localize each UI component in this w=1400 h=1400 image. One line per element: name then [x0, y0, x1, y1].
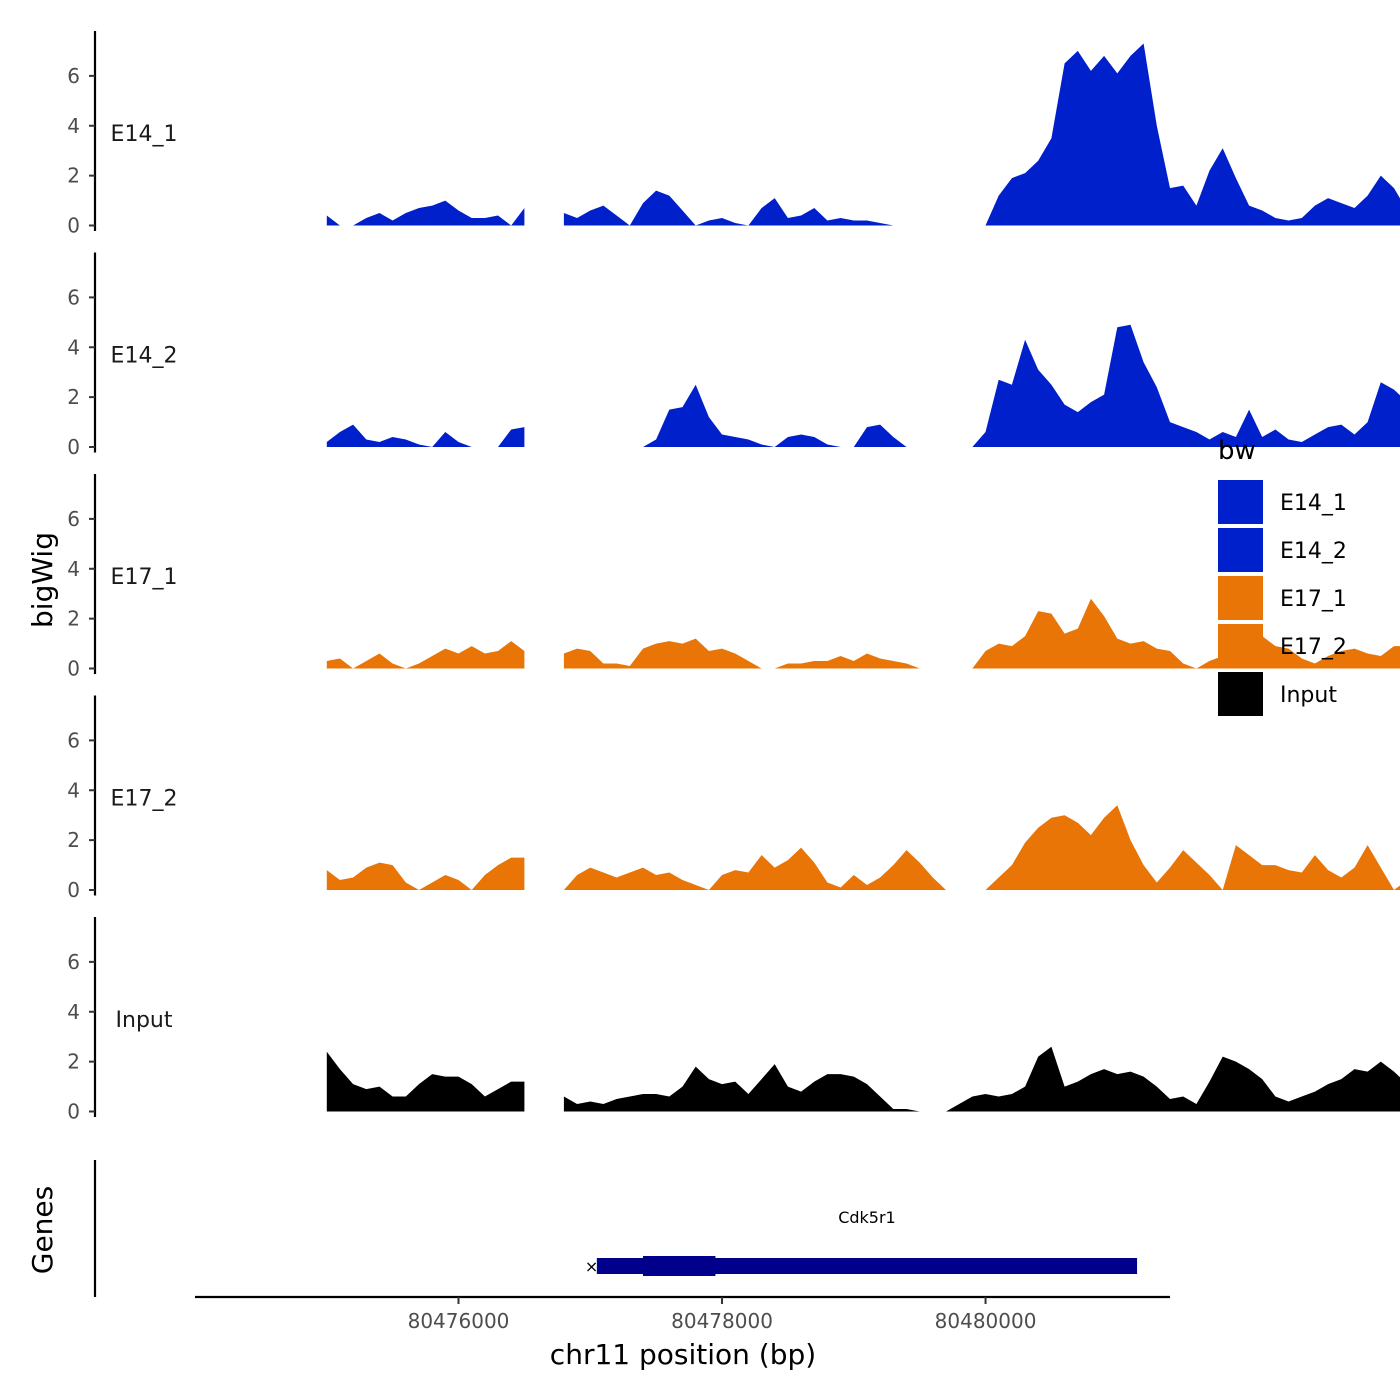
track-label: E17_1	[111, 565, 178, 590]
y-tick-label: 4	[67, 114, 80, 138]
gene-track: × Cdk5r1	[93, 1160, 1138, 1297]
signal-area	[563, 1046, 1400, 1112]
y-tick-label: 4	[67, 778, 80, 802]
legend-swatch	[1218, 576, 1263, 620]
signal-area	[326, 857, 525, 890]
y-tick-label: 4	[67, 1000, 80, 1024]
legend-label: E17_2	[1280, 635, 1347, 660]
y-tick-label: 0	[67, 214, 80, 238]
legend-swatch	[1218, 480, 1263, 524]
signal-area	[563, 324, 1400, 447]
y-tick-label: 2	[67, 828, 80, 852]
y-tick-label: 2	[67, 607, 80, 631]
y-tick-label: 6	[67, 950, 80, 974]
legend-swatch	[1218, 624, 1263, 668]
legend-label: E14_2	[1280, 539, 1347, 564]
x-tick-label: 80478000	[671, 1309, 773, 1333]
signal-tracks: 0 2 4 6 E14_1 0 2 4 6 E14_2 0 2 4 6 E17_1 0 2 4 6 E17_2 0 2 4 6…	[67, 31, 1400, 1124]
legend-label: Input	[1280, 683, 1337, 708]
y-tick-label: 6	[67, 507, 80, 531]
x-tick-label: 80480000	[935, 1309, 1037, 1333]
track-label: Input	[116, 1008, 173, 1033]
signal-area	[563, 598, 1400, 669]
track-label: E17_2	[111, 787, 178, 812]
signal-area	[563, 805, 1400, 890]
track-panel: 0 2 4 6 E17_2	[67, 695, 1400, 902]
y-tick-label: 6	[67, 64, 80, 88]
legend-title: bw	[1218, 436, 1256, 466]
genes-axis-title: Genes	[26, 1186, 59, 1274]
y-tick-label: 2	[67, 1050, 80, 1074]
x-axis-title: chr11 position (bp)	[550, 1338, 816, 1371]
track-label: E14_1	[111, 122, 178, 147]
y-tick-label: 0	[67, 1100, 80, 1124]
track-panel: 0 2 4 6 E14_2	[67, 252, 1400, 459]
y-tick-label: 2	[67, 385, 80, 409]
y-tick-label: 0	[67, 878, 80, 902]
gene-exon	[642, 1256, 716, 1276]
y-tick-label: 4	[67, 335, 80, 359]
y-tick-label: 0	[67, 435, 80, 459]
y-tick-label: 6	[67, 285, 80, 309]
legend: bw E14_1 E14_2 E17_1 E17_2 Input	[1218, 436, 1347, 716]
y-axis-title: bigWig	[26, 532, 59, 628]
signal-area	[563, 43, 1400, 226]
track-panel: 0 2 4 6 Input	[67, 917, 1400, 1124]
gene-strand-mark: ×	[585, 1257, 598, 1276]
gene-body	[596, 1258, 1138, 1274]
track-label: E14_2	[111, 344, 178, 369]
y-tick-label: 4	[67, 557, 80, 581]
y-tick-label: 0	[67, 657, 80, 681]
x-axis: 80476000 80478000 80480000	[195, 1295, 1170, 1333]
signal-area	[326, 641, 525, 669]
gene-name: Cdk5r1	[838, 1208, 896, 1227]
y-tick-label: 2	[67, 164, 80, 188]
track-panel: 0 2 4 6 E17_1	[67, 474, 1400, 681]
legend-label: E14_1	[1280, 491, 1347, 516]
signal-area	[326, 1051, 525, 1112]
track-panel: 0 2 4 6 E14_1	[67, 31, 1400, 238]
legend-swatch	[1218, 528, 1263, 572]
legend-swatch	[1218, 672, 1263, 716]
signal-area	[326, 424, 525, 447]
signal-area	[326, 200, 525, 226]
legend-label: E17_1	[1280, 587, 1347, 612]
x-tick-label: 80476000	[408, 1309, 510, 1333]
y-tick-label: 6	[67, 728, 80, 752]
